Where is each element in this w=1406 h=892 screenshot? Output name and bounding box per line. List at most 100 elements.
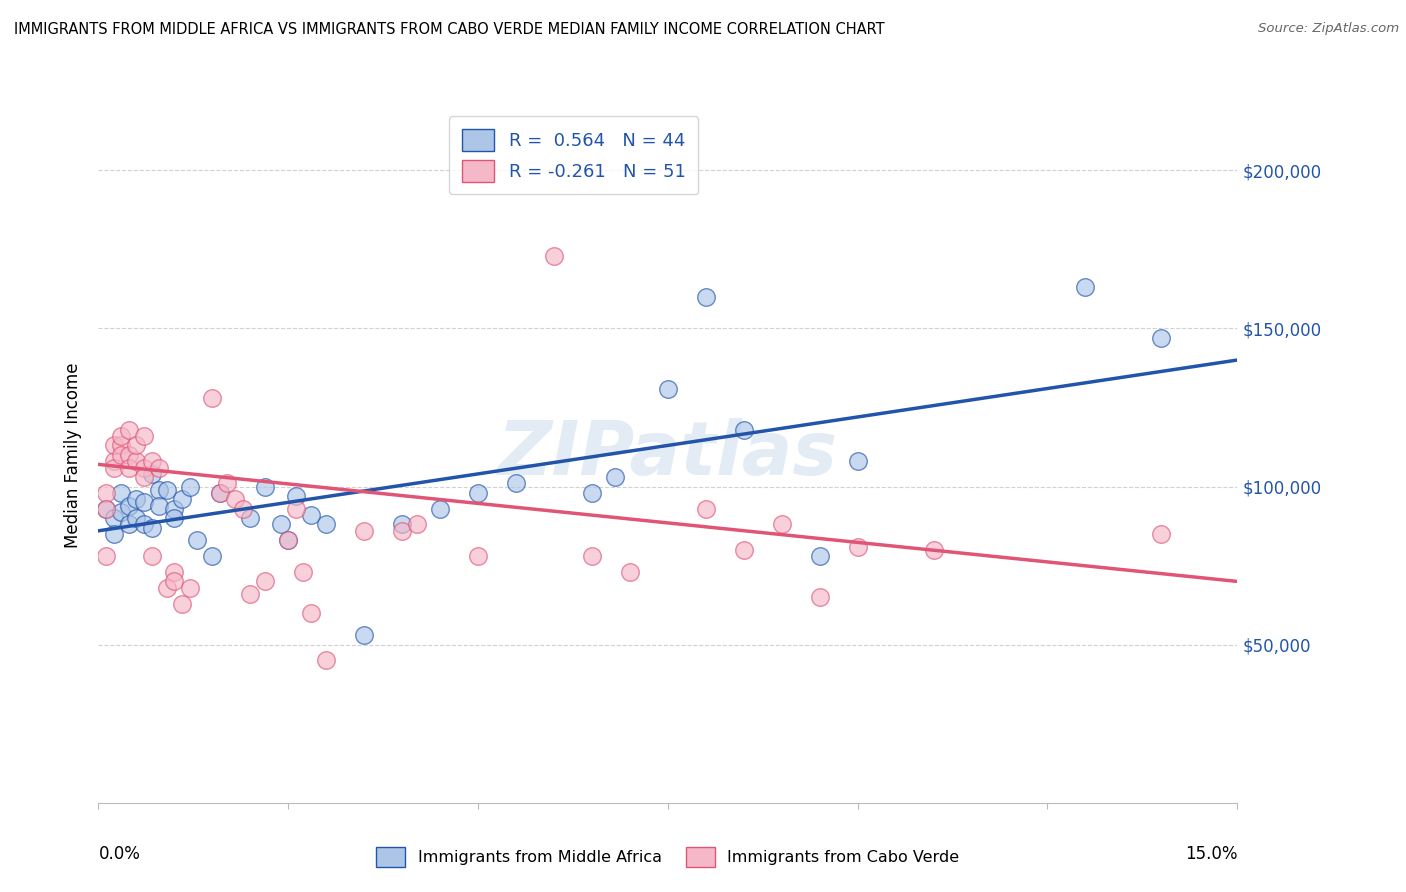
Point [201,549,224,563]
Point [170,492,193,507]
Point [254,574,277,589]
Point [110,505,132,519]
Point [284,489,307,503]
Point [110,448,132,462]
Point [148,483,170,497]
Point [118,460,141,475]
Point [733,542,755,557]
Point [277,533,299,548]
Point [1150,331,1173,345]
Point [429,501,451,516]
Point [808,591,831,605]
Point [125,511,148,525]
Point [299,606,322,620]
Point [179,581,201,595]
Point [125,454,148,468]
Text: 0.0%: 0.0% [98,845,141,863]
Point [208,486,231,500]
Point [118,448,141,462]
Point [110,429,132,443]
Point [657,382,679,396]
Text: IMMIGRANTS FROM MIDDLE AFRICA VS IMMIGRANTS FROM CABO VERDE MEDIAN FAMILY INCOME: IMMIGRANTS FROM MIDDLE AFRICA VS IMMIGRA… [14,22,884,37]
Point [846,540,869,554]
Point [103,511,125,525]
Point [103,527,125,541]
Point [141,454,163,468]
Point [141,467,163,481]
Point [156,581,179,595]
Point [353,628,375,642]
Point [132,495,155,509]
Point [110,486,132,500]
Point [94,486,117,500]
Point [299,508,322,522]
Point [270,517,292,532]
Point [406,517,429,532]
Point [148,460,170,475]
Point [132,460,155,475]
Point [315,517,337,532]
Point [118,499,141,513]
Point [391,524,413,538]
Point [277,533,299,548]
Point [170,597,193,611]
Point [110,438,132,452]
Point [770,517,793,532]
Point [103,438,125,452]
Point [254,479,277,493]
Point [208,486,231,500]
Point [467,486,489,500]
Point [163,574,186,589]
Point [118,423,141,437]
Point [217,476,239,491]
Point [695,290,717,304]
Point [353,524,375,538]
Point [292,565,315,579]
Point [163,565,186,579]
Point [125,492,148,507]
Point [186,533,208,548]
Point [94,501,117,516]
Legend: Immigrants from Middle Africa, Immigrants from Cabo Verde: Immigrants from Middle Africa, Immigrant… [368,839,967,875]
Point [94,549,117,563]
Point [163,501,186,516]
Y-axis label: Median Family Income: Median Family Income [65,362,83,548]
Text: 15.0%: 15.0% [1185,845,1237,863]
Point [543,249,565,263]
Point [1074,280,1097,294]
Point [733,423,755,437]
Point [922,542,945,557]
Point [156,483,179,497]
Point [846,454,869,468]
Point [808,549,831,563]
Point [467,549,489,563]
Point [179,479,201,493]
Point [232,501,254,516]
Point [201,391,224,405]
Point [132,470,155,484]
Point [315,653,337,667]
Point [391,517,413,532]
Text: Source: ZipAtlas.com: Source: ZipAtlas.com [1258,22,1399,36]
Point [148,499,170,513]
Point [132,517,155,532]
Point [695,501,717,516]
Point [94,501,117,516]
Point [141,549,163,563]
Point [603,470,626,484]
Point [141,521,163,535]
Point [224,492,246,507]
Point [239,587,262,601]
Point [1150,527,1173,541]
Point [581,549,603,563]
Point [103,454,125,468]
Point [132,429,155,443]
Point [125,438,148,452]
Point [118,517,141,532]
Point [103,460,125,475]
Point [505,476,527,491]
Point [239,511,262,525]
Text: ZIPatlas: ZIPatlas [498,418,838,491]
Point [581,486,603,500]
Point [163,511,186,525]
